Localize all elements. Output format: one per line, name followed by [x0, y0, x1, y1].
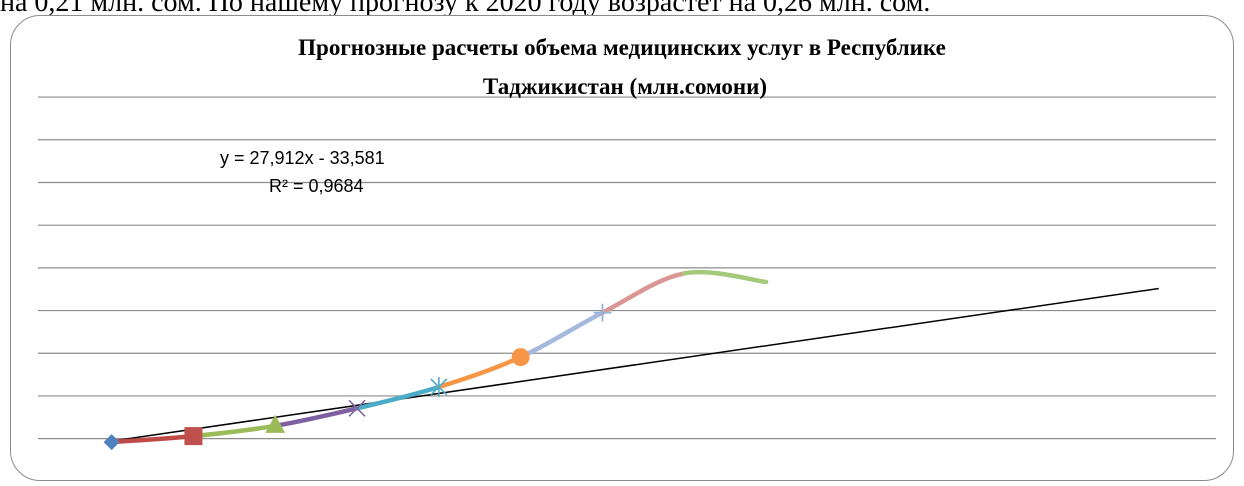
series-line-segments: [109, 269, 769, 445]
chart-title-line-1: Прогнозные расчеты объема медицинских ус…: [298, 35, 946, 60]
series-segment-8: [682, 269, 769, 285]
series-segment-7: [600, 271, 687, 315]
data-point-marker: [593, 303, 612, 322]
trendline: [115, 287, 1159, 442]
data-point-marker: [184, 427, 203, 446]
series-segment-4: [354, 384, 442, 411]
data-point-marker: [103, 434, 120, 451]
series-segment-3: [272, 406, 360, 429]
chart-title-line-2: Таджикистан (млн.сомони): [483, 74, 767, 99]
trendline-equation: y = 27,912x - 33,581: [220, 148, 385, 168]
data-markers: [103, 303, 612, 451]
preceding-paragraph-text: на 0,21 млн. сом. По нашему прогнозу к 2…: [0, 0, 931, 18]
trendline-r-squared: R² = 0,9684: [269, 176, 364, 196]
data-point-marker: [511, 348, 530, 367]
series-segment-1: [109, 433, 196, 445]
data-point-marker: [430, 376, 448, 397]
series-segment-5: [436, 354, 523, 390]
chart-area: [10, 15, 1234, 481]
series-segment-6: [518, 310, 605, 360]
data-point-marker: [348, 399, 366, 417]
gridlines: [38, 96, 1216, 440]
linear-trendline: [115, 287, 1159, 442]
data-point-marker: [265, 414, 286, 433]
